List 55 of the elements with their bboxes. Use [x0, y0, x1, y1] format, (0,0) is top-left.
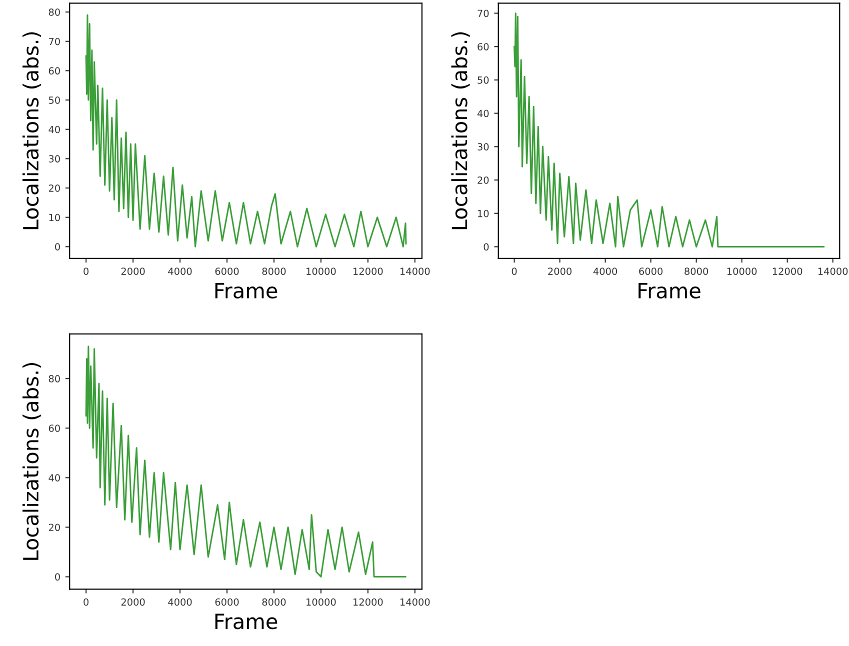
x-tick-label: 10000: [306, 268, 336, 275]
x-tick-label: 8000: [262, 268, 286, 275]
x-tick-label: 6000: [215, 268, 239, 275]
y-tick-label: 80: [48, 8, 60, 16]
x-tick-label: 8000: [262, 598, 286, 606]
y-tick-label: 30: [478, 143, 489, 150]
y-tick-label: 50: [48, 96, 60, 104]
y-tick-label: 0: [55, 243, 60, 250]
line-series: [85, 14, 407, 248]
y-tick-label: 70: [49, 38, 60, 46]
x-tick-label: 14000: [400, 268, 430, 275]
y-tick-label: 20: [48, 524, 60, 532]
y-tick-label: 40: [477, 110, 489, 118]
y-tick-label: 20: [478, 176, 489, 184]
y-tick-label: 20: [48, 184, 60, 192]
x-tick-label: 12000: [354, 598, 383, 606]
x-tick-label: 2000: [121, 598, 145, 606]
y-tick-label: 10: [478, 210, 489, 218]
y-tick-label: 10: [49, 214, 60, 222]
x-tick-label: 0: [84, 268, 89, 275]
line-series: [85, 346, 406, 578]
x-tick-label: 6000: [639, 268, 663, 275]
x-tick-label: 12000: [772, 268, 802, 275]
y-axis-title: Localizations (abs.): [22, 363, 42, 560]
x-tick-label: 4000: [168, 598, 192, 606]
line-series: [514, 12, 824, 248]
x-axis-title: Frame: [638, 283, 700, 299]
y-axis-title: Localizations (abs.): [451, 32, 470, 230]
y-tick-label: 60: [48, 67, 60, 75]
y-tick-label: 80: [48, 375, 60, 382]
y-axis-title: Localizations (abs.): [22, 32, 42, 230]
x-tick-label: 14000: [818, 268, 848, 275]
x-tick-label: 10000: [727, 268, 757, 275]
y-tick-label: 70: [478, 10, 489, 18]
y-tick-label: 0: [55, 573, 60, 581]
x-tick-label: 2000: [121, 268, 145, 275]
x-axis-title: Frame: [215, 283, 278, 299]
x-tick-label: 8000: [684, 268, 708, 275]
y-tick-label: 60: [48, 424, 60, 432]
x-tick-label: 2000: [548, 268, 572, 275]
x-tick-label: 10000: [306, 598, 336, 606]
y-tick-label: 0: [484, 243, 489, 251]
x-tick-label: 4000: [168, 268, 192, 275]
x-tick-label: 6000: [215, 598, 239, 606]
y-tick-label: 40: [48, 474, 60, 482]
x-tick-label: 14000: [400, 598, 430, 606]
x-tick-label: 0: [512, 268, 517, 275]
x-tick-label: 12000: [354, 268, 383, 275]
y-tick-label: 50: [478, 76, 489, 84]
x-axis-title: Frame: [215, 614, 278, 630]
y-tick-label: 40: [48, 126, 60, 134]
x-tick-label: 0: [84, 598, 89, 606]
y-tick-label: 30: [48, 155, 60, 163]
y-tick-label: 60: [478, 43, 489, 50]
x-tick-label: 4000: [593, 268, 618, 275]
